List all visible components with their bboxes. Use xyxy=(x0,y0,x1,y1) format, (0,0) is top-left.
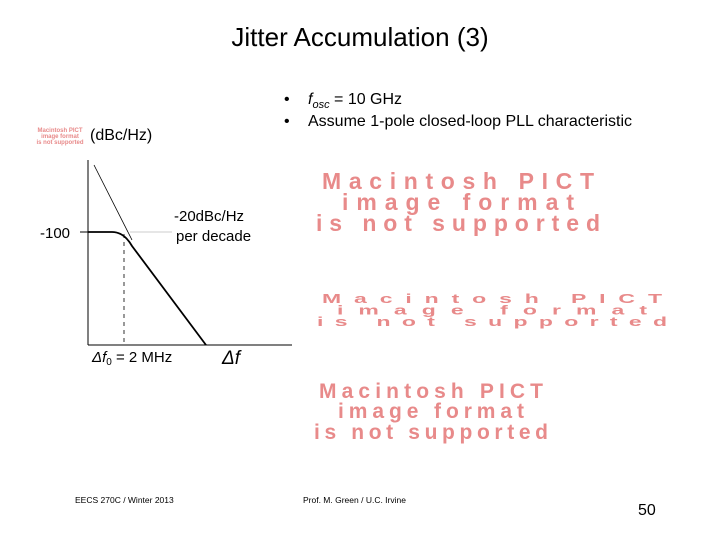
bullet-sub: osc xyxy=(312,99,330,111)
response-curve xyxy=(88,231,207,346)
corner-part: = 2 MHz xyxy=(112,349,172,366)
corner-sub: 0 xyxy=(106,357,112,368)
placeholder-text: image format xyxy=(338,400,524,423)
bullet-marker: • xyxy=(284,113,290,130)
placeholder-text: is not supported xyxy=(37,140,84,146)
bullet: fosc = 10 GHz xyxy=(308,91,402,111)
page-number: 50 xyxy=(638,502,656,519)
placeholder: Macintosh PICT image format is not suppo… xyxy=(316,168,600,236)
bullet: Assume 1-pole closed-loop PLL characteri… xyxy=(308,113,632,130)
placeholder: Macintosh PICT image format is not suppo… xyxy=(37,128,84,146)
placeholder-text: Macintosh PICT xyxy=(37,128,82,134)
slope-label: per decade xyxy=(176,228,251,245)
y-level: -100 xyxy=(40,225,70,242)
slope-label: -20dBc/Hz xyxy=(174,208,244,225)
bullet-part: = 10 GHz xyxy=(330,91,402,108)
placeholder: Macintosh PICT image format is not suppo… xyxy=(317,292,667,329)
bullet-marker: • xyxy=(284,91,290,108)
bullet-part: f xyxy=(308,91,314,108)
footer-center: Prof. M. Green / U.C. Irvine xyxy=(303,495,406,505)
plot xyxy=(80,160,292,346)
corner-part: Δf xyxy=(91,349,108,366)
slide-title: Jitter Accumulation (3) xyxy=(231,22,488,52)
placeholder-text: is not supported xyxy=(314,421,548,444)
placeholder-text: is not supported xyxy=(316,210,600,236)
x-label: Δf xyxy=(221,348,242,369)
y-unit: (dBc/Hz) xyxy=(90,127,152,144)
asymptote xyxy=(93,164,133,241)
footer-left: EECS 270C / Winter 2013 xyxy=(75,495,174,505)
placeholder: Macintosh PICT image format is not suppo… xyxy=(314,380,548,444)
corner-label: Δf0 = 2 MHz xyxy=(91,349,172,368)
placeholder-text: image format xyxy=(41,134,79,140)
